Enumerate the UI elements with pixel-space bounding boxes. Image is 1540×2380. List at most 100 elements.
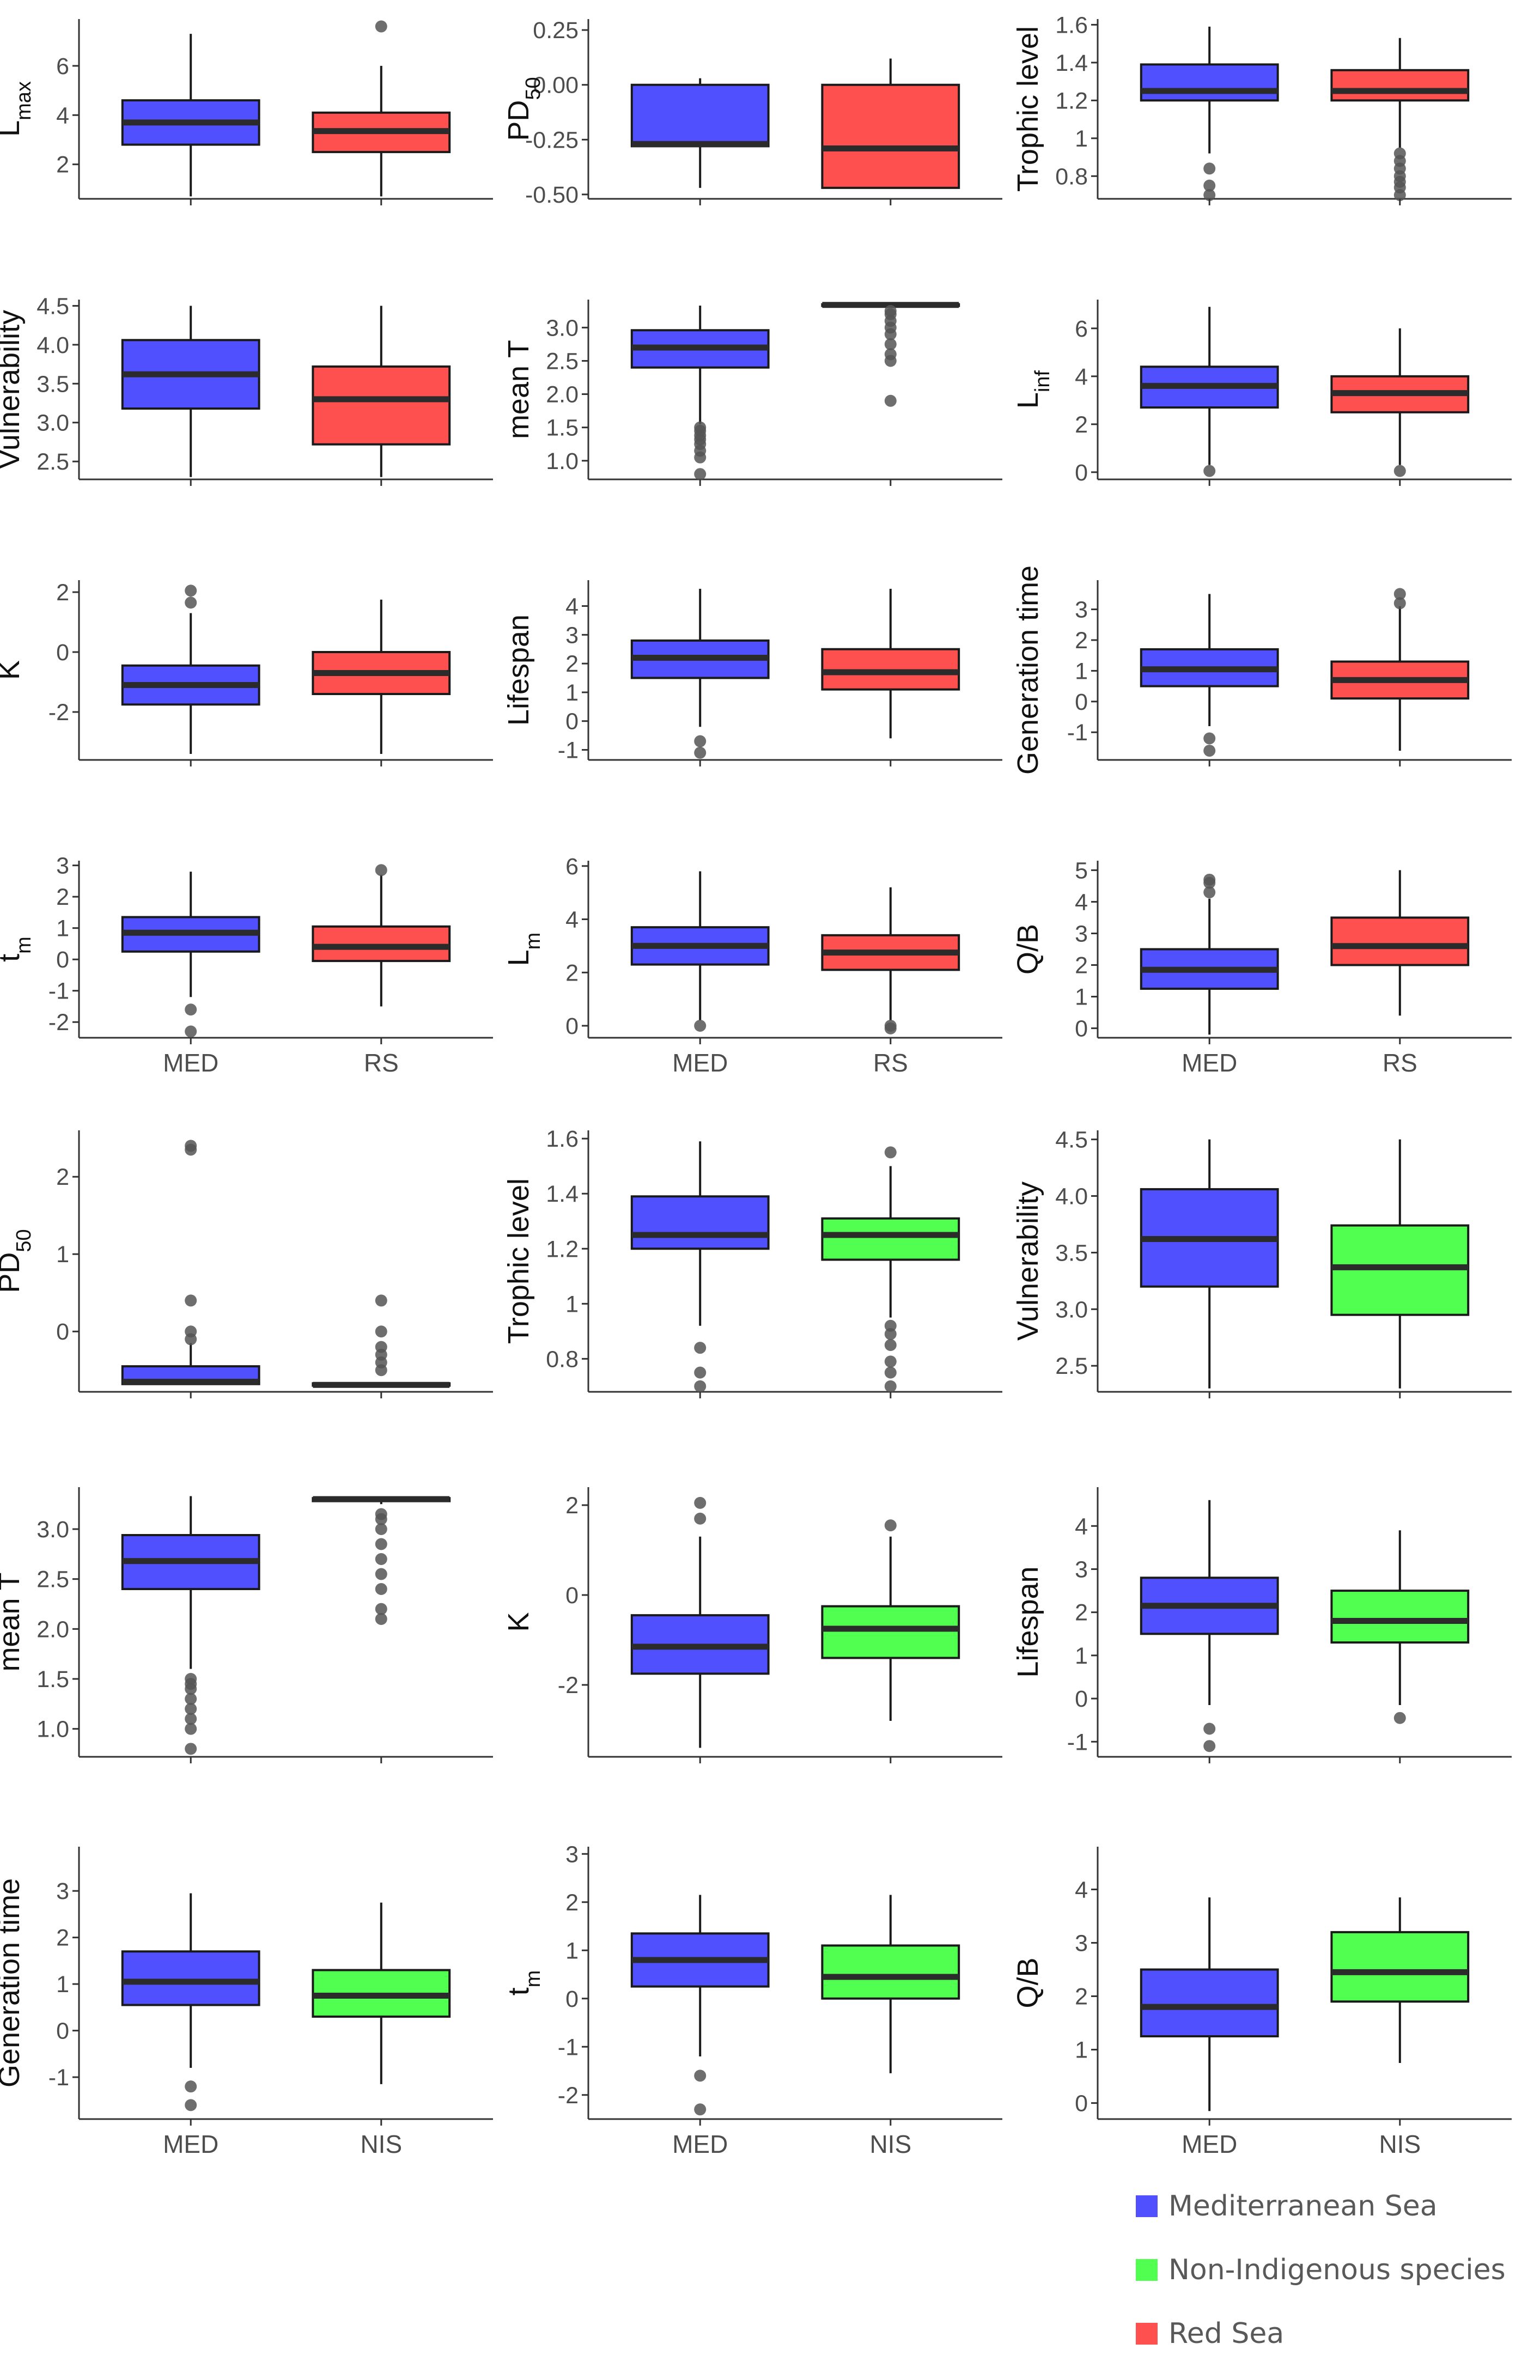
- y-tick-label: 2: [1075, 953, 1088, 979]
- outlier-point: [884, 1328, 897, 1340]
- box-med: [630, 588, 770, 759]
- legend-label-non-indigenous: Non-Indigenous species: [1168, 2254, 1506, 2286]
- box-med: [1140, 1139, 1279, 1389]
- y-tick-label: 3.0: [546, 315, 579, 341]
- y-tick-label: 3: [1075, 597, 1088, 623]
- y-tick-label: 0: [565, 709, 579, 735]
- y-tick-label: 0: [1075, 460, 1088, 486]
- box-iqr: [312, 365, 451, 446]
- box-med: [630, 871, 770, 1032]
- y-tick-label: 2.5: [1055, 1353, 1088, 1379]
- y-tick-label: 2: [565, 960, 579, 986]
- y-tick-label: 3.0: [1055, 1296, 1088, 1323]
- box-iqr: [1330, 69, 1470, 102]
- legend-swatch-non-indigenous: [1136, 2259, 1158, 2281]
- box-rs: [821, 887, 960, 1034]
- outlier-point: [375, 1603, 387, 1615]
- y-axis-title: Lifespan: [502, 614, 535, 726]
- y-tick-label: 2: [565, 1890, 579, 1916]
- box-med: [1140, 307, 1279, 477]
- y-axis-title: Trophic level: [1012, 26, 1044, 192]
- y-tick-label: 2: [56, 884, 69, 910]
- y-tick-label: 3.5: [1055, 1240, 1088, 1266]
- outlier-point: [1203, 189, 1216, 202]
- outlier-point: [1393, 597, 1406, 610]
- y-tick-label: 4: [1075, 1877, 1088, 1903]
- y-axis-title-subscript: max: [13, 81, 35, 120]
- box-iqr: [821, 1605, 960, 1659]
- box-iqr: [1330, 1931, 1470, 2003]
- outlier-point: [185, 1140, 197, 1152]
- y-tick-label: 3.0: [36, 410, 69, 436]
- x-tick-label-med: MED: [1182, 2130, 1237, 2158]
- outlier-point: [1203, 1740, 1216, 1752]
- y-tick-label: 1: [565, 1938, 579, 1964]
- y-axis-title-main: mean T: [502, 340, 535, 439]
- box-iqr: [1330, 1590, 1470, 1644]
- y-tick-label: 2: [56, 1164, 69, 1190]
- outlier-point: [694, 1380, 707, 1392]
- y-tick-label: 0: [56, 2018, 69, 2044]
- y-tick-label: 4: [565, 594, 579, 620]
- y-tick-label: 5: [1075, 857, 1088, 884]
- legend-swatch-mediterranean: [1136, 2195, 1158, 2217]
- box-rs: [312, 864, 451, 1007]
- y-axis-title: Vulnerability: [1012, 1182, 1044, 1341]
- box-nis: [821, 1146, 960, 1392]
- box-iqr: [630, 83, 770, 148]
- y-tick-label: 4: [1075, 1513, 1088, 1539]
- y-axis-title-main: t: [0, 954, 26, 962]
- outlier-point: [694, 468, 707, 480]
- y-axis-title: Lm: [502, 933, 545, 966]
- outlier-point: [884, 305, 897, 317]
- panel-7-k: -2 0 2 K: [0, 580, 493, 766]
- panel-14-trophic-level: 0.8 1 1.2 1.4 1.6 Trophic level: [502, 1126, 1002, 1398]
- y-tick-label: 0: [565, 1582, 579, 1609]
- legend-item-red-sea: Red Sea: [1136, 2317, 1533, 2350]
- y-tick-label: 2: [56, 1925, 69, 1951]
- y-tick-label: 2.5: [546, 348, 579, 374]
- y-tick-label: 6: [565, 854, 579, 880]
- panel-19-generation-time: -1 0 1 2 3 Generation time MED NIS: [0, 1847, 493, 2158]
- y-tick-label: 3: [565, 622, 579, 648]
- y-axis-title: tm: [502, 1970, 545, 1996]
- outlier-point: [694, 1496, 707, 1509]
- y-axis-title: tm: [0, 936, 35, 962]
- box-med: [121, 872, 260, 1038]
- y-tick-label: 3: [1075, 921, 1088, 947]
- box-nis: [312, 1496, 451, 1625]
- outlier-point: [694, 421, 707, 434]
- y-tick-label: 0: [565, 1986, 579, 2012]
- box-rs: [821, 58, 960, 189]
- box-med: [630, 306, 770, 480]
- box-med: [121, 585, 260, 754]
- y-tick-label: 6: [56, 53, 69, 80]
- outlier-point: [884, 1146, 897, 1159]
- y-tick-label: 0.8: [1055, 163, 1088, 190]
- outlier-point: [884, 1519, 897, 1532]
- box-med: [630, 1895, 770, 2116]
- legend: Mediterranean Sea Non-Indigenous species…: [1136, 2190, 1533, 2375]
- y-axis-title: Generation time: [0, 1878, 26, 2087]
- outlier-point: [185, 1025, 197, 1038]
- box-rs: [1330, 588, 1470, 751]
- outlier-point: [185, 1743, 197, 1755]
- outlier-point: [884, 338, 897, 350]
- box-med: [1140, 873, 1279, 1035]
- y-axis-title-main: t: [502, 1987, 535, 1995]
- panel-8-lifespan: -1 0 1 2 34 Lifespan: [502, 580, 1002, 766]
- box-iqr: [630, 1195, 770, 1250]
- outlier-point: [694, 2069, 707, 2082]
- y-tick-label: -1: [48, 2065, 69, 2091]
- y-tick-label: 1: [565, 680, 579, 706]
- outlier-point: [694, 1512, 707, 1525]
- y-tick-label: 1: [1075, 984, 1088, 1011]
- outlier-point: [884, 348, 897, 361]
- box-iqr: [121, 1950, 260, 2006]
- outlier-point: [694, 735, 707, 747]
- y-axis-title: Linf: [1012, 370, 1054, 409]
- y-tick-label: 2: [565, 1493, 579, 1519]
- box-iqr: [1140, 63, 1279, 102]
- y-tick-label: 1.6: [1055, 12, 1088, 38]
- outlier-point: [884, 1319, 897, 1332]
